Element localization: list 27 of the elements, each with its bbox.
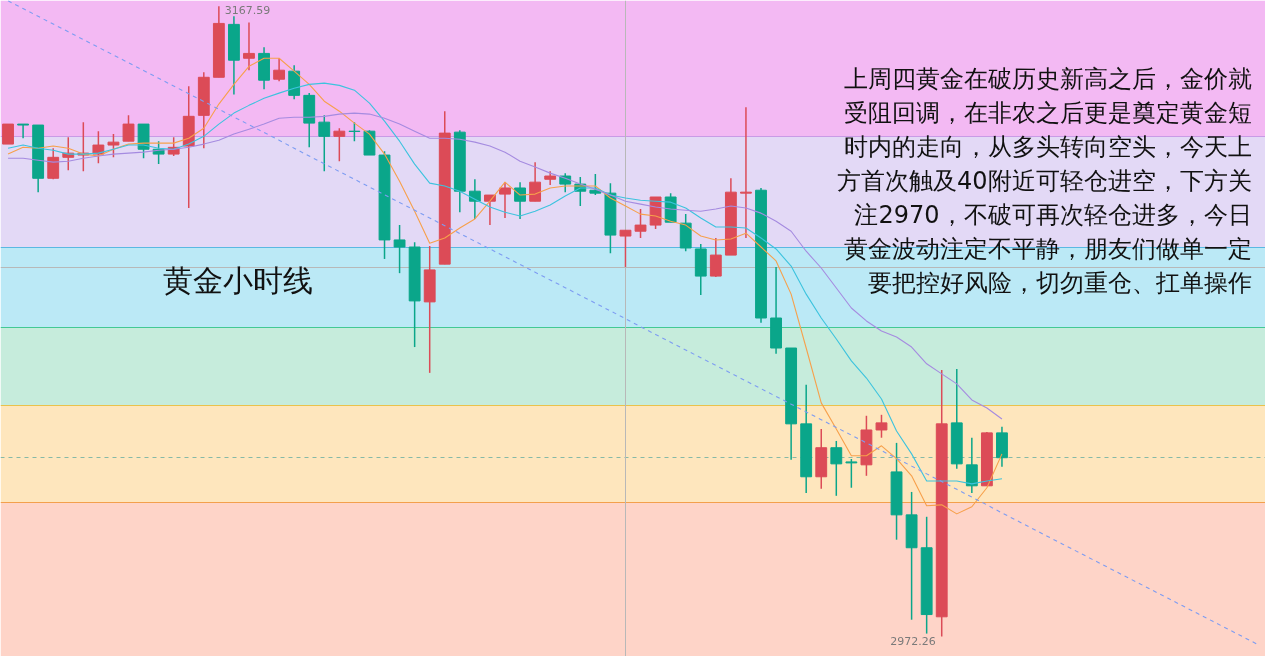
candlestick [965, 436, 978, 494]
candlestick [875, 414, 888, 439]
candlestick [830, 440, 843, 497]
candlestick [393, 224, 406, 274]
candlestick [318, 114, 331, 172]
annotation: 上周四黄金在破历史新高之后，金价就受阻回调，在非农之后更是奠定黄金短时内的走向，从多头转向空头，今天上方首次触及40附近可轻仓进空，下方关注2970，不破可再次轻仓进多，今日黄金波动注定不平静，朋友们做单一定要把控好风险，切勿重仓、扛单操作 [836, 64, 1252, 297]
candlestick [107, 133, 120, 159]
candlestick [514, 181, 526, 220]
candlestick [2, 123, 14, 145]
candlestick [17, 123, 30, 140]
candlestick [273, 57, 286, 82]
candlestick [484, 194, 496, 226]
candlestick [740, 106, 752, 239]
candlestick [529, 161, 542, 202]
candlestick [499, 181, 511, 219]
candlestick [92, 130, 105, 164]
annotation: 2972.26 [890, 634, 936, 648]
annotation: 黄金小时线 [162, 262, 313, 298]
candlestick [619, 229, 632, 268]
candlestick [709, 237, 722, 278]
candlestick [333, 127, 346, 162]
annotation: 3167.59 [224, 4, 271, 18]
candlestick [634, 208, 647, 239]
candlestick [845, 458, 858, 489]
candlestick [363, 129, 376, 156]
candlestick [243, 21, 255, 71]
candlestick [122, 114, 135, 142]
